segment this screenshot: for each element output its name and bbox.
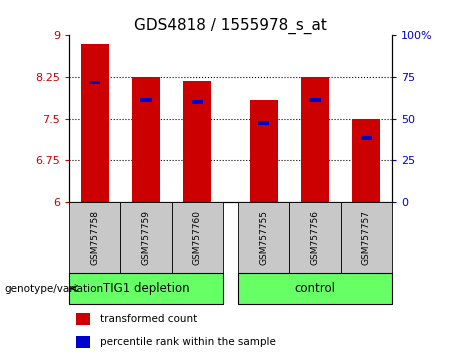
Text: GSM757760: GSM757760	[193, 210, 202, 265]
Text: transformed count: transformed count	[100, 314, 197, 324]
Text: GSM757756: GSM757756	[311, 210, 319, 265]
Bar	[238, 202, 290, 273]
Bar	[171, 202, 223, 273]
Bar	[192, 100, 203, 104]
Bar	[140, 98, 152, 102]
Bar	[183, 81, 211, 202]
Text: GSM757759: GSM757759	[142, 210, 150, 265]
Text: control: control	[295, 282, 336, 295]
Bar	[290, 202, 341, 273]
Bar	[69, 273, 223, 304]
Text: TIG1 depletion: TIG1 depletion	[103, 282, 189, 295]
Bar	[341, 202, 392, 273]
Bar	[120, 202, 171, 273]
Bar	[352, 119, 380, 202]
Bar	[301, 77, 329, 202]
Bar	[69, 202, 120, 273]
Bar	[132, 77, 160, 202]
Bar	[76, 313, 90, 325]
Text: GSM757758: GSM757758	[90, 210, 99, 265]
Text: GSM757757: GSM757757	[362, 210, 371, 265]
Bar	[258, 121, 269, 125]
Bar	[250, 100, 278, 202]
Bar	[238, 273, 392, 304]
Text: percentile rank within the sample: percentile rank within the sample	[100, 337, 276, 347]
Bar	[76, 336, 90, 348]
Bar	[89, 81, 100, 85]
Title: GDS4818 / 1555978_s_at: GDS4818 / 1555978_s_at	[134, 18, 327, 34]
Bar	[361, 136, 372, 140]
Text: GSM757755: GSM757755	[259, 210, 268, 265]
Bar	[81, 44, 109, 202]
Bar	[309, 98, 321, 102]
Text: genotype/variation: genotype/variation	[5, 284, 104, 293]
